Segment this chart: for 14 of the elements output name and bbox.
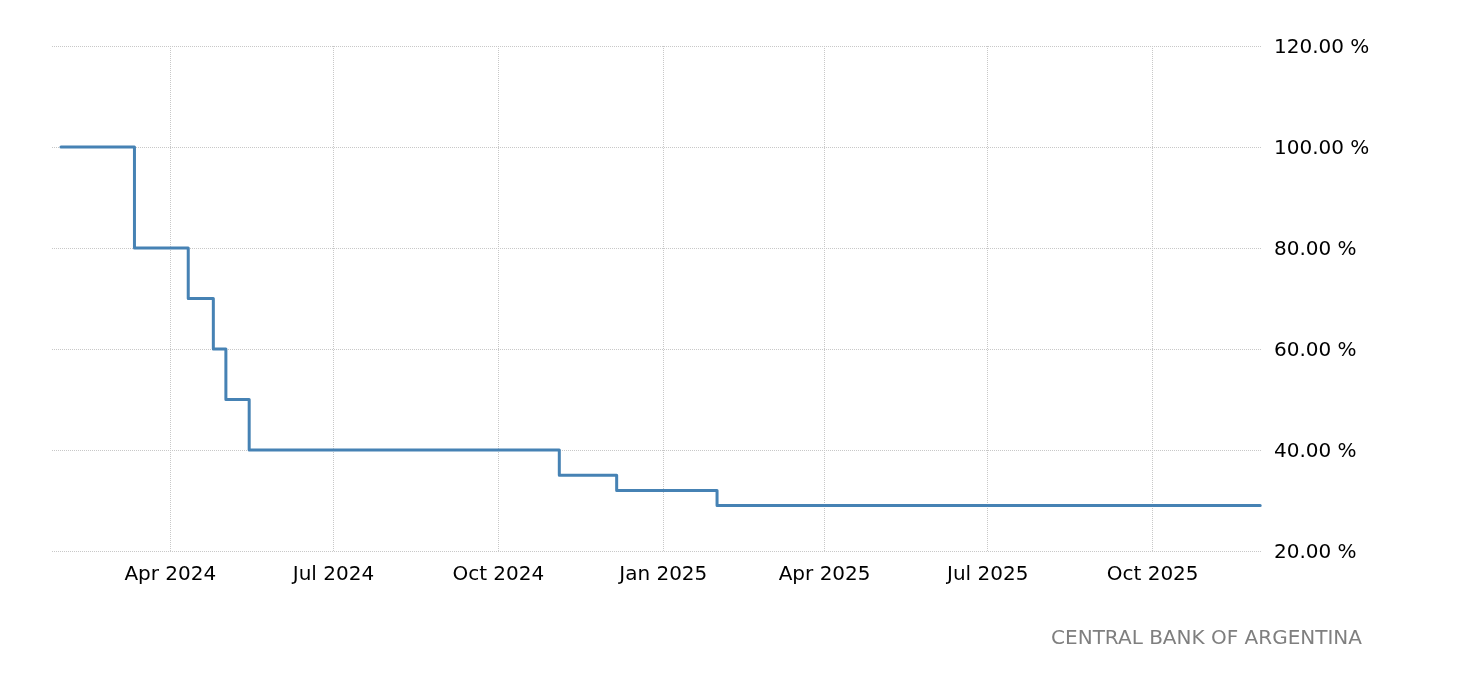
x-tick-label: Jul 2024	[290, 561, 375, 585]
x-tick-label: Jan 2025	[617, 561, 708, 585]
y-tick-label: 40.00 %	[1274, 438, 1357, 462]
y-tick-label: 80.00 %	[1274, 236, 1357, 260]
y-tick-label: 100.00 %	[1274, 135, 1370, 159]
x-tick-label: Jul 2025	[945, 561, 1029, 585]
y-tick-label: 60.00 %	[1274, 337, 1357, 361]
x-tick-label: Apr 2025	[778, 561, 871, 585]
x-tick-label: Oct 2025	[1106, 561, 1199, 585]
text: CENTRAL BANK OF ARGENTINA	[1051, 625, 1363, 649]
x-tick-label: Oct 2024	[452, 561, 545, 585]
y-tick-label: 120.00 %	[1274, 34, 1370, 58]
x-tick-label: Apr 2024	[124, 561, 217, 585]
y-tick-label: 20.00 %	[1274, 539, 1357, 563]
